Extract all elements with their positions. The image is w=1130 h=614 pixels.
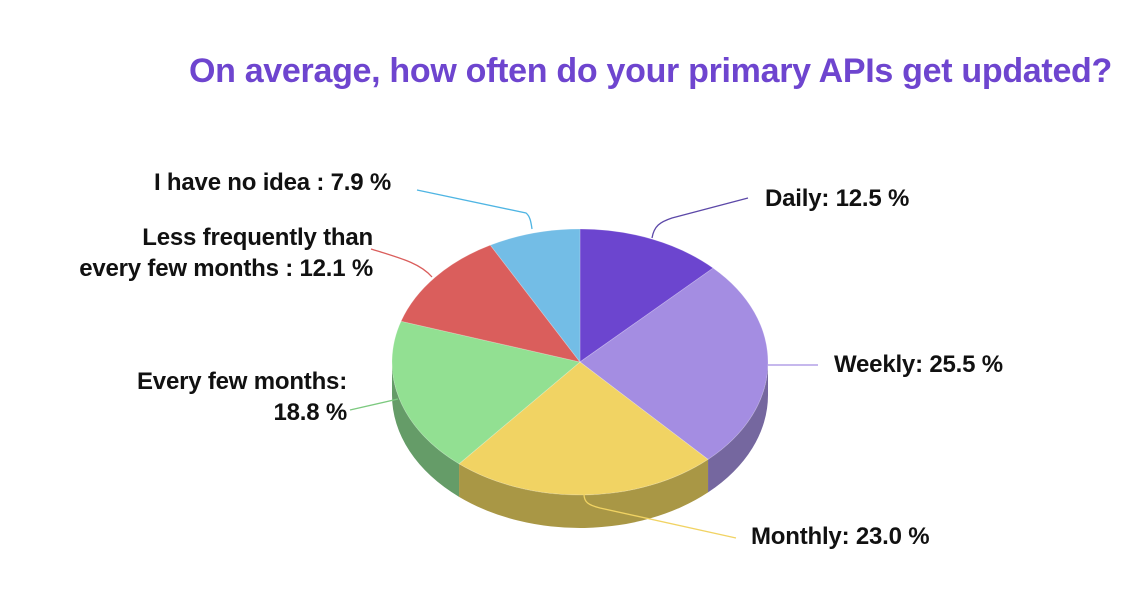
pie-slice-less-frequently-than-every-few-months[interactable] bbox=[400, 244, 581, 363]
pie-slice-daily[interactable] bbox=[579, 228, 714, 363]
label-weekly: Weekly: 25.5 % bbox=[834, 351, 1003, 378]
pie-top-face bbox=[391, 228, 769, 496]
pie-slice-i-have-no-idea[interactable] bbox=[489, 228, 581, 364]
leader-line-no-idea bbox=[416, 189, 533, 230]
label-less-frequently: Less frequently than every few months : … bbox=[79, 222, 373, 284]
leader-line-less-frequently bbox=[370, 248, 433, 278]
pie-side-monthly bbox=[459, 459, 709, 529]
label-no-idea: I have no idea : 7.9 % bbox=[154, 169, 392, 196]
label-every-few-months-line2: 18.8 % bbox=[273, 399, 347, 426]
label-daily: Daily: 12.5 % bbox=[765, 185, 910, 212]
chart-title: On average, how often do your primary AP… bbox=[188, 52, 1112, 90]
leader-lines bbox=[349, 189, 818, 539]
label-every-few-months: Every few months: 18.8 % bbox=[137, 366, 347, 428]
label-less-frequently-line2: every few months : 12.1 % bbox=[79, 255, 373, 282]
label-every-few-months-line1: Every few months: bbox=[137, 368, 347, 395]
pie-slice-weekly[interactable] bbox=[579, 267, 769, 460]
pie-slice-every-few-months[interactable] bbox=[391, 320, 581, 465]
pie-side-weekly bbox=[708, 362, 768, 493]
leader-line-monthly bbox=[583, 493, 737, 539]
leader-line-daily bbox=[651, 197, 749, 239]
pie-slice-monthly[interactable] bbox=[458, 361, 709, 496]
pie-side-every-few-months bbox=[392, 362, 460, 497]
pie-side-walls bbox=[392, 362, 768, 529]
label-monthly: Monthly: 23.0 % bbox=[751, 523, 930, 550]
label-less-frequently-line1: Less frequently than bbox=[142, 224, 373, 251]
leader-line-every-few-months bbox=[349, 398, 399, 411]
